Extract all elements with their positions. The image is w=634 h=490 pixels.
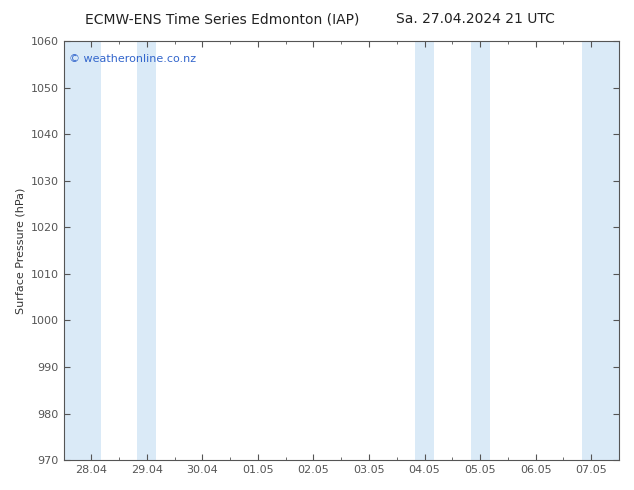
Bar <box>63 41 101 460</box>
Text: © weatheronline.co.nz: © weatheronline.co.nz <box>69 53 196 64</box>
Bar <box>470 41 489 460</box>
Text: ECMW-ENS Time Series Edmonton (IAP): ECMW-ENS Time Series Edmonton (IAP) <box>85 12 359 26</box>
Text: Sa. 27.04.2024 21 UTC: Sa. 27.04.2024 21 UTC <box>396 12 555 26</box>
Bar <box>138 41 157 460</box>
Bar <box>582 41 619 460</box>
Y-axis label: Surface Pressure (hPa): Surface Pressure (hPa) <box>15 187 25 314</box>
Bar <box>415 41 434 460</box>
